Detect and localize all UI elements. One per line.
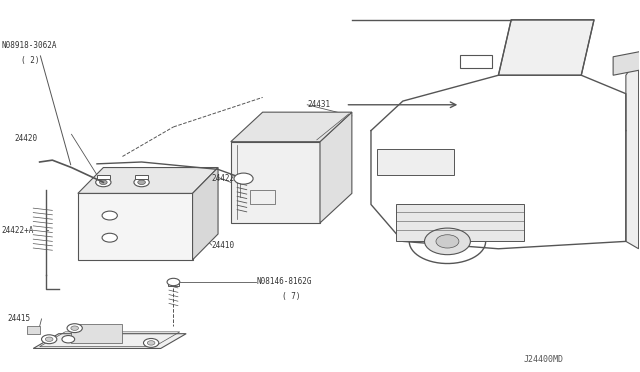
Circle shape	[102, 211, 117, 220]
Circle shape	[134, 178, 149, 187]
Circle shape	[138, 180, 145, 185]
Circle shape	[424, 228, 470, 255]
Circle shape	[42, 335, 57, 344]
Circle shape	[71, 326, 79, 330]
Text: J24400MD: J24400MD	[524, 355, 564, 364]
Bar	[396, 205, 524, 241]
Circle shape	[62, 336, 75, 343]
Circle shape	[96, 178, 111, 187]
Polygon shape	[78, 193, 193, 260]
Text: N08146-8162G: N08146-8162G	[256, 278, 312, 286]
Text: ( 2): ( 2)	[20, 56, 39, 65]
Bar	[460, 55, 492, 68]
Circle shape	[45, 337, 53, 341]
Circle shape	[147, 341, 155, 345]
Text: 24420: 24420	[14, 134, 37, 142]
Circle shape	[100, 180, 107, 185]
Polygon shape	[499, 20, 594, 75]
Circle shape	[436, 235, 459, 248]
Polygon shape	[626, 57, 639, 249]
Circle shape	[143, 339, 159, 347]
Polygon shape	[231, 142, 320, 223]
Polygon shape	[613, 49, 640, 75]
Bar	[135, 175, 148, 179]
Text: 24422+A: 24422+A	[1, 226, 34, 235]
Bar	[72, 324, 122, 343]
Polygon shape	[320, 112, 352, 223]
Text: N08918-3062A: N08918-3062A	[1, 41, 57, 50]
Text: 24431: 24431	[307, 100, 330, 109]
Circle shape	[234, 173, 253, 184]
Circle shape	[67, 324, 83, 333]
Polygon shape	[78, 167, 218, 193]
Bar	[168, 283, 179, 286]
Polygon shape	[231, 112, 352, 142]
Text: 24415: 24415	[8, 314, 31, 323]
Polygon shape	[27, 326, 40, 334]
Bar	[97, 175, 109, 179]
Bar	[250, 190, 275, 205]
Circle shape	[167, 278, 180, 286]
Text: ( 7): ( 7)	[282, 292, 300, 301]
Bar	[378, 149, 454, 175]
Text: 24422: 24422	[212, 174, 235, 183]
Polygon shape	[193, 167, 218, 260]
Polygon shape	[33, 334, 186, 349]
Text: 24410: 24410	[212, 241, 235, 250]
Circle shape	[102, 233, 117, 242]
